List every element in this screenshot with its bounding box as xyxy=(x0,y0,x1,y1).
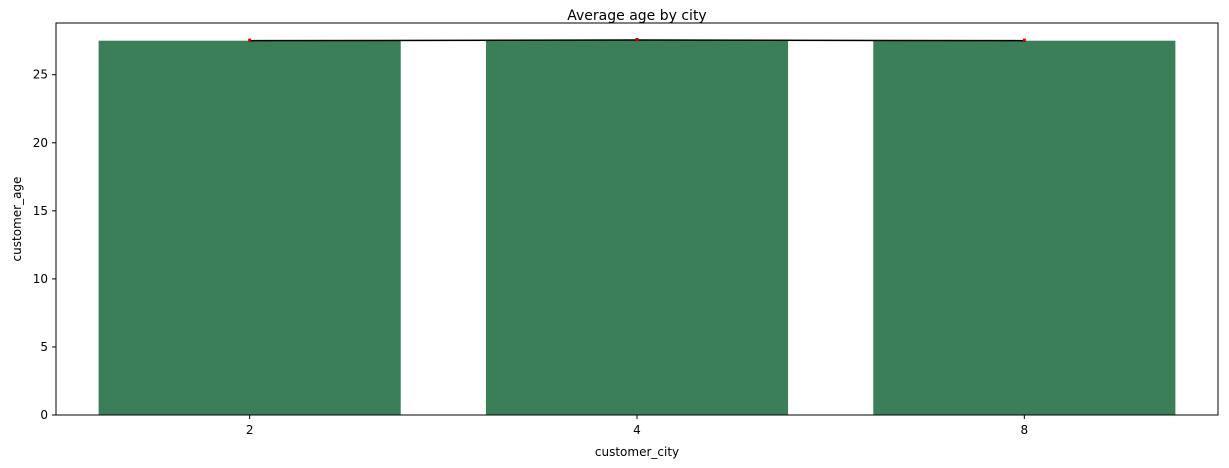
y-tick-label: 0 xyxy=(40,408,48,422)
y-tick-label: 5 xyxy=(40,340,48,354)
y-tick-label: 20 xyxy=(33,136,48,150)
y-tick-label: 15 xyxy=(33,204,48,218)
bar-2 xyxy=(98,40,401,415)
y-tick-label: 25 xyxy=(33,68,48,82)
bars-group xyxy=(98,40,1176,416)
chart-title: Average age by city xyxy=(567,8,706,24)
bar-8 xyxy=(873,40,1176,415)
y-axis: 0 5 10 15 20 25 xyxy=(33,68,56,422)
y-axis-label: customer_age xyxy=(10,177,24,262)
y-tick-label: 10 xyxy=(33,272,48,286)
x-tick-label-8: 8 xyxy=(1021,423,1029,437)
x-axis: 2 4 8 xyxy=(246,415,1028,437)
x-axis-label: customer_city xyxy=(595,445,679,459)
x-tick-label-2: 2 xyxy=(246,423,254,437)
bar-4 xyxy=(485,40,789,416)
overlay-group xyxy=(248,37,1026,43)
x-tick-label-4: 4 xyxy=(633,423,641,437)
